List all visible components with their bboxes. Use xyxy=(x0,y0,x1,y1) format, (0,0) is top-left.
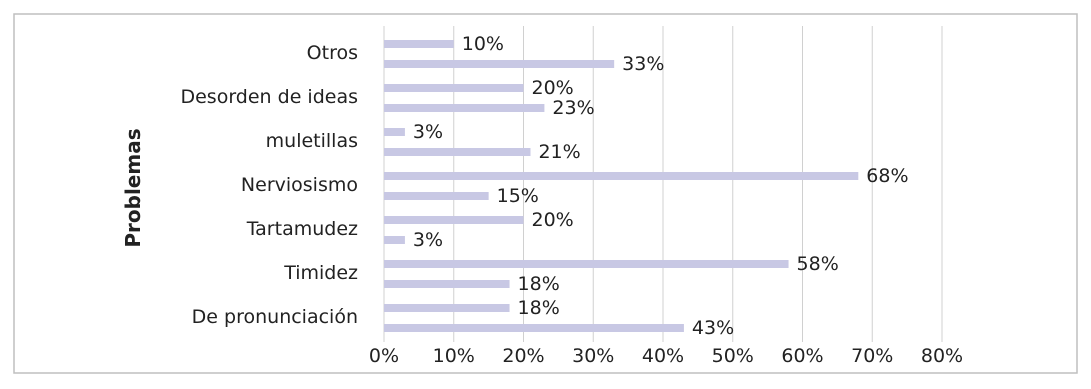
x-tick-label: 10% xyxy=(433,345,475,367)
x-tick-label: 80% xyxy=(921,345,963,367)
category-labels: Otros Desorden de ideas muletillas Nerviosi… xyxy=(180,42,358,328)
bar xyxy=(384,236,405,244)
data-label: 20% xyxy=(532,209,574,231)
category-label: De pronunciación xyxy=(192,306,358,328)
bar xyxy=(384,192,489,200)
bar xyxy=(384,148,531,156)
data-label: 58% xyxy=(797,253,839,275)
chart-border xyxy=(13,13,1078,374)
data-label: 10% xyxy=(462,33,504,55)
data-labels: 10%33%20%23%3%21%68%15%20%3%58%18%18%43% xyxy=(413,33,909,339)
bar xyxy=(384,84,524,92)
bar xyxy=(384,304,510,312)
x-tick-label: 20% xyxy=(502,345,544,367)
bar xyxy=(384,104,545,112)
data-label: 3% xyxy=(413,229,443,251)
bar xyxy=(384,260,789,268)
gridlines xyxy=(383,26,943,342)
bar xyxy=(384,216,524,224)
bar xyxy=(384,280,510,288)
data-label: 18% xyxy=(518,297,560,319)
data-label: 20% xyxy=(532,77,574,99)
data-label: 23% xyxy=(552,97,594,119)
data-label: 43% xyxy=(692,317,734,339)
y-axis-title: Problemas xyxy=(121,128,145,247)
category-label: Desorden de ideas xyxy=(180,86,358,108)
bar xyxy=(384,172,859,180)
x-tick-label: 70% xyxy=(851,345,893,367)
category-label: Tartamudez xyxy=(246,218,358,240)
bar xyxy=(384,324,684,332)
category-label: Otros xyxy=(307,42,358,64)
data-label: 68% xyxy=(866,165,908,187)
category-label: Nerviosismo xyxy=(241,174,358,196)
bar xyxy=(384,128,405,136)
x-tick-label: 60% xyxy=(781,345,823,367)
data-label: 18% xyxy=(518,273,560,295)
x-tick-labels: 0% 10% 20% 30% 40% 50% 60% 70% 80% xyxy=(369,345,963,367)
data-label: 21% xyxy=(538,141,580,163)
data-label: 33% xyxy=(622,53,664,75)
bar xyxy=(384,60,615,68)
x-tick-label: 0% xyxy=(369,345,399,367)
bars xyxy=(384,40,859,332)
x-tick-label: 30% xyxy=(572,345,614,367)
x-tick-label: 50% xyxy=(712,345,754,367)
x-tick-label: 40% xyxy=(642,345,684,367)
data-label: 15% xyxy=(497,185,539,207)
category-label: Timidez xyxy=(283,262,358,284)
bar xyxy=(384,40,454,48)
data-label: 3% xyxy=(413,121,443,143)
category-label: muletillas xyxy=(266,130,358,152)
